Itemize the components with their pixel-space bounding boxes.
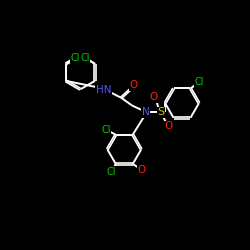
Text: HN: HN [96, 85, 111, 95]
Text: Cl: Cl [101, 125, 110, 135]
Text: Cl: Cl [106, 167, 116, 177]
Text: O: O [138, 165, 146, 175]
Text: Cl: Cl [80, 53, 90, 63]
Text: S: S [158, 108, 165, 118]
Text: O: O [165, 121, 173, 131]
Text: Cl: Cl [71, 53, 81, 63]
Text: Cl: Cl [195, 77, 204, 87]
Text: N: N [142, 108, 150, 118]
Text: O: O [150, 92, 158, 102]
Text: O: O [130, 80, 138, 90]
